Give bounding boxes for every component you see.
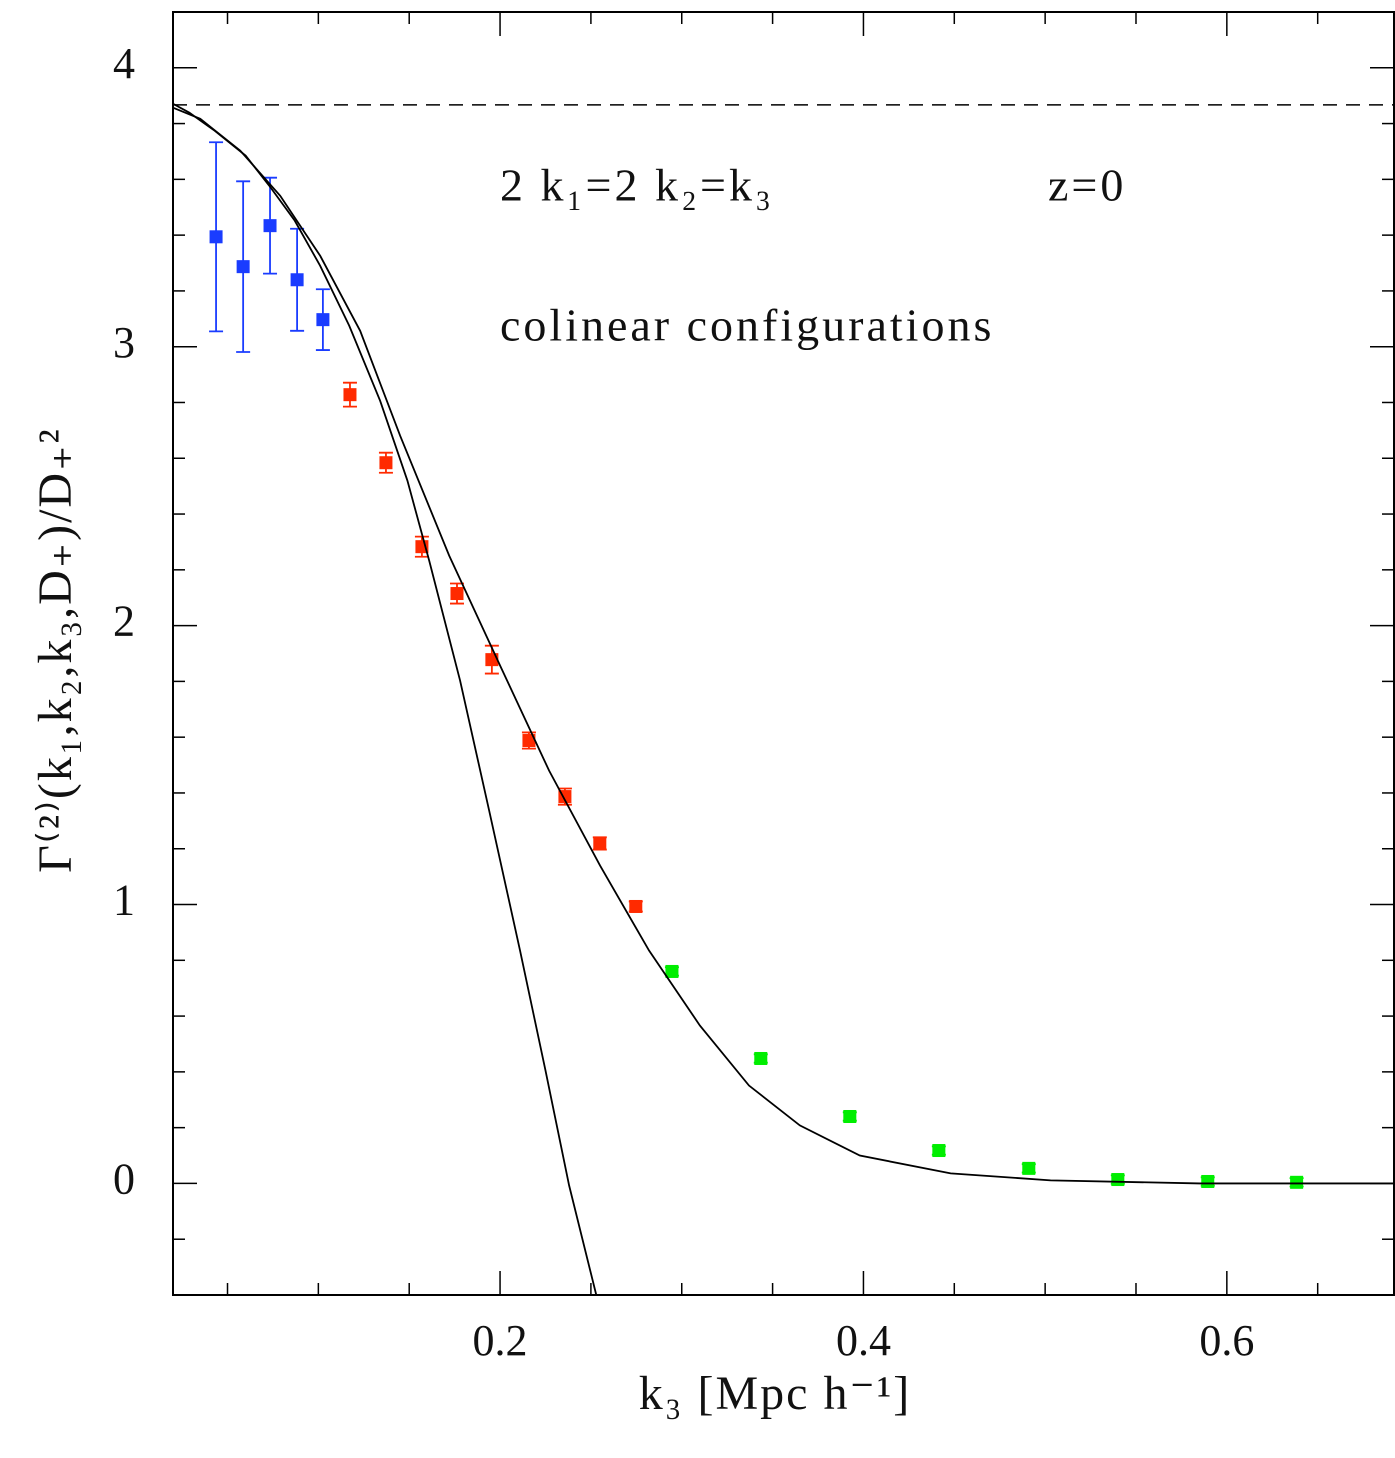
data-point bbox=[522, 734, 536, 748]
data-point bbox=[1022, 1161, 1036, 1175]
x-tick-label: 0.6 bbox=[1199, 1316, 1254, 1365]
data-point bbox=[379, 456, 393, 470]
y-tick-label: 2 bbox=[113, 597, 135, 646]
annotation: z=0 bbox=[1048, 160, 1126, 211]
data-point bbox=[1290, 1175, 1304, 1189]
data-point bbox=[343, 388, 357, 402]
annotation: colinear configurations bbox=[500, 300, 994, 351]
annotation: 2 k₁=2 k₂=k₃ bbox=[500, 160, 774, 211]
data-point bbox=[665, 964, 679, 978]
curve bbox=[172, 106, 1394, 1185]
data-point bbox=[236, 260, 250, 274]
data-point bbox=[209, 230, 223, 244]
data-point bbox=[593, 836, 607, 850]
plot-frame bbox=[172, 11, 1395, 1296]
data-point bbox=[932, 1144, 946, 1158]
y-tick-label: 1 bbox=[113, 876, 135, 925]
x-tick-label: 0.4 bbox=[836, 1316, 891, 1365]
data-point bbox=[290, 273, 304, 287]
data-point bbox=[1111, 1173, 1125, 1187]
data-point bbox=[263, 219, 277, 233]
y-tick-label: 4 bbox=[113, 39, 135, 88]
data-point bbox=[450, 587, 464, 601]
y-tick-label: 0 bbox=[113, 1155, 135, 1204]
data-point bbox=[754, 1051, 768, 1065]
data-point bbox=[843, 1109, 857, 1123]
y-axis-label: Γ⁽²⁾(k₁,k₂,k₃,D₊)/D₊² bbox=[29, 427, 82, 873]
data-point bbox=[316, 313, 330, 327]
data-point bbox=[629, 899, 643, 913]
x-tick-label: 0.2 bbox=[473, 1316, 528, 1365]
curve bbox=[172, 102, 598, 1296]
x-axis-label: k₃ [Mpc h⁻¹] bbox=[639, 1367, 911, 1420]
data-point bbox=[1201, 1174, 1215, 1188]
y-tick-label: 3 bbox=[113, 318, 135, 367]
